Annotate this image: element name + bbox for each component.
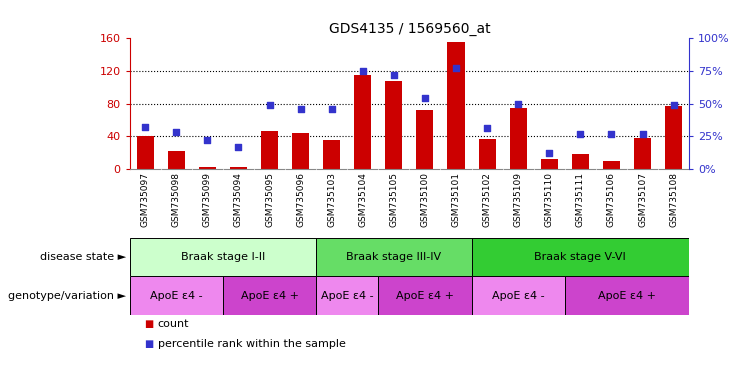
Bar bbox=[479, 139, 496, 169]
Text: ApoE ε4 -: ApoE ε4 - bbox=[150, 291, 202, 301]
Bar bbox=[199, 167, 216, 169]
Point bbox=[543, 150, 555, 156]
Text: GSM735098: GSM735098 bbox=[172, 172, 181, 227]
Point bbox=[388, 72, 400, 78]
Point bbox=[574, 131, 586, 137]
Text: ApoE ε4 +: ApoE ε4 + bbox=[396, 291, 454, 301]
Text: GSM735097: GSM735097 bbox=[141, 172, 150, 227]
Bar bbox=[316, 276, 379, 315]
Text: GSM735110: GSM735110 bbox=[545, 172, 554, 227]
Bar bbox=[634, 138, 651, 169]
Bar bbox=[510, 108, 527, 169]
Text: ■: ■ bbox=[144, 319, 153, 329]
Bar bbox=[167, 151, 185, 169]
Point bbox=[450, 65, 462, 71]
Point bbox=[357, 68, 369, 74]
Bar bbox=[416, 110, 433, 169]
Text: ApoE ε4 +: ApoE ε4 + bbox=[241, 291, 299, 301]
Text: GSM735100: GSM735100 bbox=[420, 172, 430, 227]
Text: ApoE ε4 -: ApoE ε4 - bbox=[492, 291, 545, 301]
Text: ApoE ε4 +: ApoE ε4 + bbox=[598, 291, 656, 301]
Point bbox=[637, 131, 648, 137]
Bar bbox=[323, 139, 340, 169]
Text: GSM735096: GSM735096 bbox=[296, 172, 305, 227]
Text: GSM735111: GSM735111 bbox=[576, 172, 585, 227]
Bar bbox=[130, 276, 223, 315]
Bar bbox=[292, 133, 309, 169]
Bar bbox=[385, 81, 402, 169]
Text: GSM735106: GSM735106 bbox=[607, 172, 616, 227]
Bar bbox=[572, 154, 589, 169]
Point bbox=[295, 106, 307, 112]
Bar bbox=[230, 167, 247, 169]
Point bbox=[233, 144, 245, 150]
Bar bbox=[665, 106, 682, 169]
Bar bbox=[541, 159, 558, 169]
Text: percentile rank within the sample: percentile rank within the sample bbox=[158, 339, 346, 349]
Text: GSM735101: GSM735101 bbox=[451, 172, 460, 227]
Text: Braak stage I-II: Braak stage I-II bbox=[181, 252, 265, 262]
Point bbox=[481, 126, 493, 132]
Bar bbox=[136, 136, 154, 169]
Text: GSM735099: GSM735099 bbox=[203, 172, 212, 227]
Text: count: count bbox=[158, 319, 190, 329]
Text: GSM735107: GSM735107 bbox=[638, 172, 647, 227]
Point bbox=[419, 95, 431, 101]
Bar bbox=[565, 276, 689, 315]
Point bbox=[668, 102, 679, 108]
Text: GSM735095: GSM735095 bbox=[265, 172, 274, 227]
Point bbox=[170, 129, 182, 136]
Bar bbox=[354, 75, 371, 169]
Bar bbox=[603, 161, 620, 169]
Text: ■: ■ bbox=[144, 339, 153, 349]
Bar bbox=[471, 238, 689, 276]
Title: GDS4135 / 1569560_at: GDS4135 / 1569560_at bbox=[328, 22, 491, 36]
Text: GSM735108: GSM735108 bbox=[669, 172, 678, 227]
Bar bbox=[471, 276, 565, 315]
Text: GSM735102: GSM735102 bbox=[482, 172, 491, 227]
Text: ApoE ε4 -: ApoE ε4 - bbox=[321, 291, 373, 301]
Point bbox=[605, 131, 617, 137]
Bar bbox=[448, 43, 465, 169]
Text: GSM735109: GSM735109 bbox=[514, 172, 522, 227]
Text: GSM735103: GSM735103 bbox=[328, 172, 336, 227]
Text: Braak stage III-IV: Braak stage III-IV bbox=[346, 252, 442, 262]
Point bbox=[139, 124, 151, 130]
Point bbox=[512, 101, 524, 107]
Bar bbox=[261, 131, 278, 169]
Bar bbox=[316, 238, 471, 276]
Text: GSM735094: GSM735094 bbox=[234, 172, 243, 227]
Text: GSM735104: GSM735104 bbox=[359, 172, 368, 227]
Point bbox=[264, 102, 276, 108]
Point bbox=[326, 106, 338, 112]
Bar bbox=[379, 276, 471, 315]
Bar bbox=[130, 238, 316, 276]
Text: GSM735105: GSM735105 bbox=[389, 172, 399, 227]
Text: genotype/variation ►: genotype/variation ► bbox=[8, 291, 126, 301]
Bar bbox=[223, 276, 316, 315]
Point bbox=[202, 137, 213, 143]
Text: Braak stage V-VI: Braak stage V-VI bbox=[534, 252, 626, 262]
Text: disease state ►: disease state ► bbox=[40, 252, 126, 262]
